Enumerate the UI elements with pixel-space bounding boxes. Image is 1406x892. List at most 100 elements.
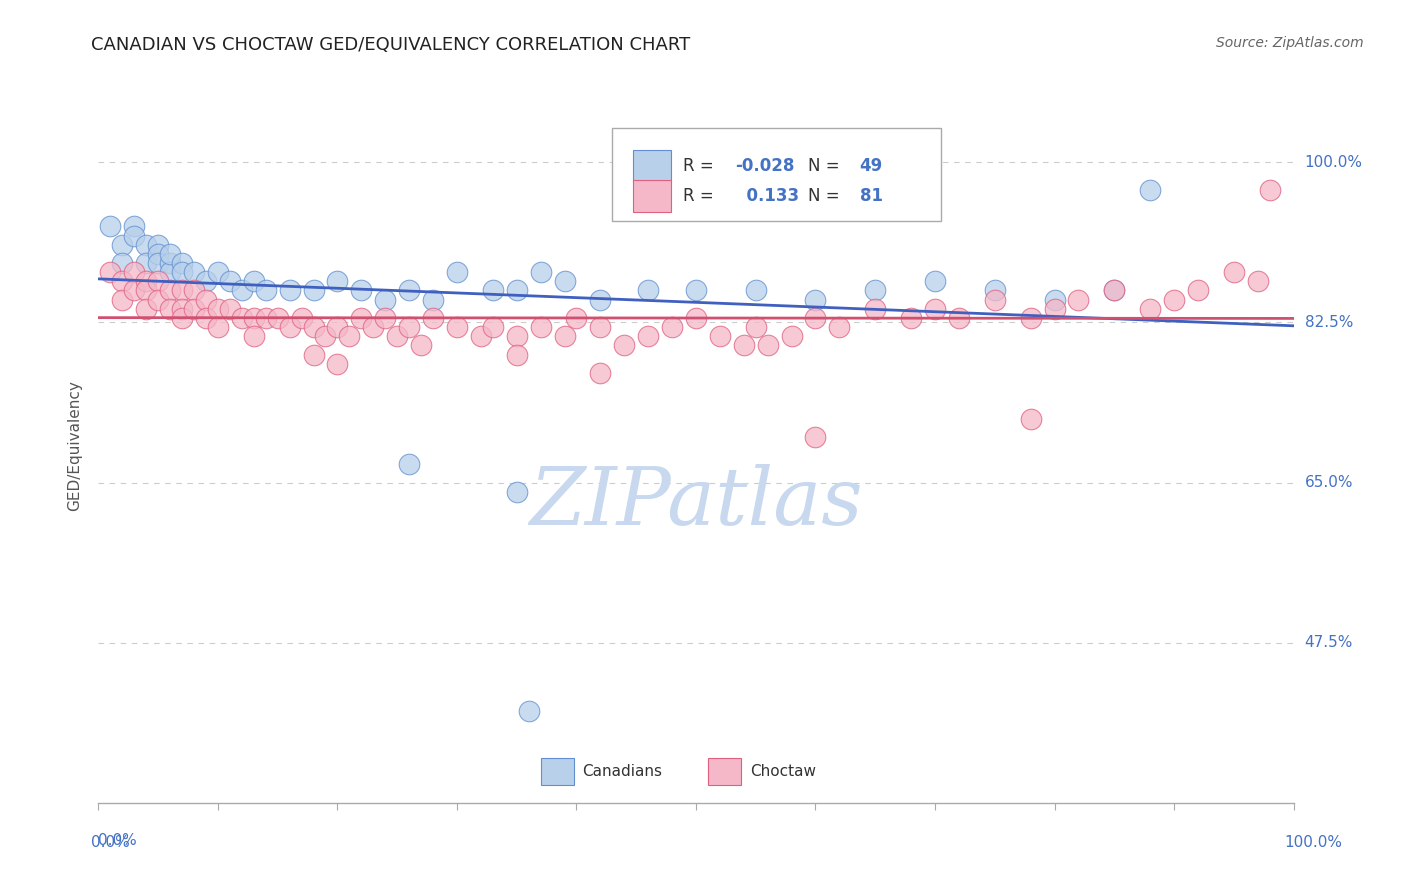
Text: 0.0%: 0.0% xyxy=(91,836,131,850)
Point xyxy=(278,320,301,334)
Text: 0.133: 0.133 xyxy=(735,187,800,205)
Point xyxy=(1163,293,1185,307)
Point xyxy=(111,256,134,270)
Point xyxy=(984,293,1007,307)
Bar xyxy=(541,758,574,785)
Bar xyxy=(633,150,671,182)
Point xyxy=(350,310,373,325)
Point xyxy=(1104,284,1126,298)
Text: CANADIAN VS CHOCTAW GED/EQUIVALENCY CORRELATION CHART: CANADIAN VS CHOCTAW GED/EQUIVALENCY CORR… xyxy=(91,36,690,54)
Point xyxy=(124,228,146,243)
Point xyxy=(302,320,325,334)
Point xyxy=(124,284,146,298)
Point xyxy=(385,329,409,343)
Point xyxy=(1258,183,1281,197)
Point xyxy=(804,310,827,325)
Point xyxy=(1019,411,1042,425)
Point xyxy=(709,329,731,343)
Point xyxy=(219,274,242,288)
Point xyxy=(398,458,420,472)
Point xyxy=(554,329,576,343)
Point xyxy=(148,256,170,270)
Point xyxy=(506,484,529,499)
Point xyxy=(172,301,194,316)
Point xyxy=(98,219,122,234)
Point xyxy=(124,219,146,234)
Point xyxy=(1019,310,1042,325)
Point xyxy=(278,284,301,298)
Text: 81: 81 xyxy=(859,187,883,205)
Point xyxy=(159,284,181,298)
Point xyxy=(398,284,420,298)
Text: 47.5%: 47.5% xyxy=(1305,635,1353,650)
Text: N =: N = xyxy=(808,187,845,205)
Point xyxy=(828,320,851,334)
Point xyxy=(1223,265,1246,279)
Point xyxy=(565,310,588,325)
Point xyxy=(804,430,827,444)
Point xyxy=(135,284,157,298)
Point xyxy=(111,274,134,288)
Point xyxy=(422,310,444,325)
Text: 100.0%: 100.0% xyxy=(1305,155,1362,169)
Point xyxy=(339,329,361,343)
Point xyxy=(159,265,181,279)
Point xyxy=(613,338,636,352)
Point xyxy=(148,293,170,307)
Point xyxy=(637,329,659,343)
Text: R =: R = xyxy=(683,187,718,205)
Point xyxy=(124,265,146,279)
Point xyxy=(207,320,229,334)
Point xyxy=(231,310,253,325)
Point xyxy=(326,357,349,371)
Point xyxy=(589,366,612,380)
Point xyxy=(446,265,468,279)
Point xyxy=(350,284,373,298)
Text: Source: ZipAtlas.com: Source: ZipAtlas.com xyxy=(1216,36,1364,50)
Point xyxy=(172,284,194,298)
Point xyxy=(661,320,683,334)
Point xyxy=(481,284,505,298)
Point xyxy=(195,293,218,307)
Point xyxy=(135,274,157,288)
Point xyxy=(506,284,529,298)
Point xyxy=(1139,183,1161,197)
Point xyxy=(804,293,827,307)
Point xyxy=(207,265,229,279)
FancyBboxPatch shape xyxy=(613,128,941,221)
Point xyxy=(315,329,337,343)
Point xyxy=(374,310,396,325)
Point xyxy=(733,338,755,352)
Point xyxy=(207,301,229,316)
Y-axis label: GED/Equivalency: GED/Equivalency xyxy=(67,381,83,511)
Point xyxy=(159,301,181,316)
Point xyxy=(159,247,181,261)
Point xyxy=(1187,284,1209,298)
Point xyxy=(900,310,922,325)
Point xyxy=(374,293,396,307)
Point xyxy=(111,237,134,252)
Point xyxy=(291,310,314,325)
Point xyxy=(984,284,1007,298)
Point xyxy=(326,320,349,334)
Point xyxy=(148,274,170,288)
Point xyxy=(398,320,420,334)
Text: ZIPatlas: ZIPatlas xyxy=(529,465,863,541)
Point xyxy=(481,320,505,334)
Point xyxy=(326,274,349,288)
Point xyxy=(506,329,529,343)
Point xyxy=(254,284,277,298)
Point xyxy=(554,274,576,288)
Point xyxy=(530,320,553,334)
Text: 49: 49 xyxy=(859,157,883,175)
Point xyxy=(411,338,433,352)
Point xyxy=(135,237,157,252)
Point xyxy=(183,284,205,298)
Point xyxy=(470,329,492,343)
Point xyxy=(148,247,170,261)
Point xyxy=(530,265,553,279)
Text: 100.0%: 100.0% xyxy=(1285,836,1343,850)
Bar xyxy=(633,180,671,212)
Point xyxy=(948,310,970,325)
Point xyxy=(1043,301,1066,316)
